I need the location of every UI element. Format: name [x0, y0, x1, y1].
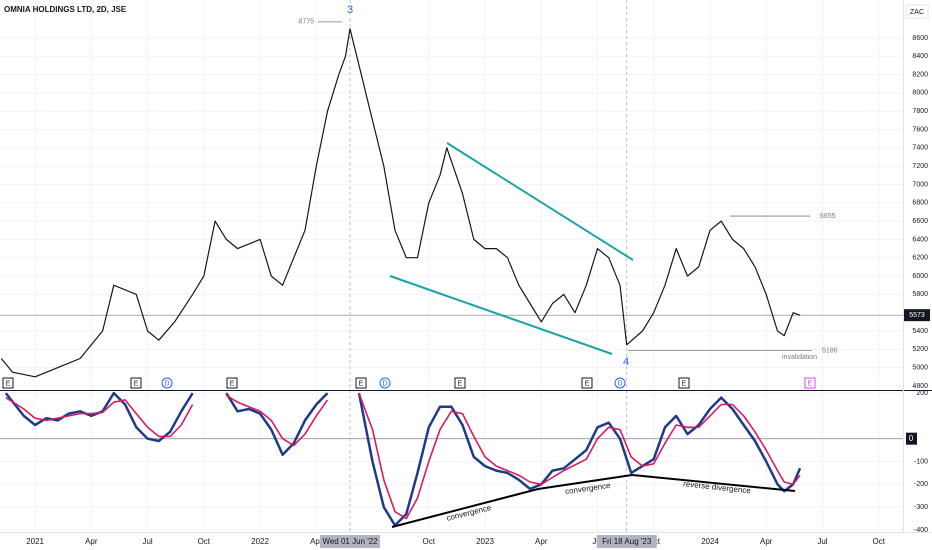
- y-tick-label: 0: [909, 434, 914, 443]
- x-tick-label: Oct: [872, 537, 885, 546]
- y-tick-label: 200: [916, 390, 928, 397]
- y-tick-label: -300: [914, 504, 928, 511]
- series-line: [5, 392, 801, 520]
- wave-label: 4: [623, 356, 629, 368]
- x-tick-label: Apr: [310, 537, 323, 546]
- event-label: E: [134, 380, 139, 387]
- event-marker: [161, 377, 173, 389]
- y-tick-label: 7800: [912, 108, 928, 115]
- crosshair-box: [596, 535, 657, 548]
- x-tick-label: Oct: [198, 537, 211, 546]
- grid: [0, 0, 903, 532]
- y-tick-label: 5800: [912, 291, 928, 298]
- y-tick-label: 8200: [912, 71, 928, 78]
- currency: ZAC: [910, 9, 924, 16]
- y-tick-label: 7600: [912, 126, 928, 133]
- wave-label: 3: [347, 4, 353, 16]
- x-tick-label: Oct: [423, 537, 436, 546]
- event-marker: [678, 377, 690, 389]
- event-marker: [614, 377, 626, 389]
- y-tick-label: 7200: [912, 163, 928, 170]
- y-tick-label: 6800: [912, 200, 928, 207]
- y-tick-label: -100: [914, 458, 928, 465]
- y-tick-label: 6600: [912, 218, 928, 225]
- x-tick-label: Apr: [535, 537, 548, 546]
- event-label: D: [382, 380, 387, 387]
- y-tick-label: -400: [914, 527, 928, 534]
- x-tick-label: Jul: [142, 537, 152, 546]
- event-marker: [226, 377, 238, 389]
- x-tick-label: Apr: [760, 537, 773, 546]
- event-label: E: [6, 380, 11, 387]
- price-level-label: 5186: [822, 347, 838, 354]
- event-marker: [2, 377, 14, 389]
- event-marker: [804, 377, 816, 389]
- event-marker: [130, 377, 142, 389]
- x-tick-label: 2022: [251, 537, 269, 546]
- title: OMNIA HOLDINGS LTD, 2D, JSE: [4, 5, 127, 14]
- price-level-label: 8775: [298, 19, 314, 26]
- marks: 8775 6655 5186 E E D E E D E E D E E: [0, 19, 903, 527]
- crosshair-box: [320, 535, 381, 548]
- event-label: E: [359, 380, 364, 387]
- pane: [0, 21, 903, 378]
- y-tick-label: 7400: [912, 145, 928, 152]
- x-tick-label: Apr: [85, 537, 98, 546]
- divergence-line: [391, 474, 633, 528]
- price-level-label: 6655: [820, 213, 836, 220]
- crosshair-label: Wed 01 Jun '22: [322, 537, 378, 546]
- event-marker: [581, 377, 593, 389]
- event-label: E: [682, 380, 687, 387]
- event-marker: [454, 377, 466, 389]
- event-marker: [355, 377, 367, 389]
- event-label: E: [585, 380, 590, 387]
- axes: 2021 Apr Jul Oct 2022 Apr Oct 2023 Apr Jul Oct 2024…: [26, 35, 930, 548]
- y-tick-label: 7000: [912, 181, 928, 188]
- event-marker: [379, 377, 391, 389]
- y-tick-label: 6400: [912, 236, 928, 243]
- x-tick-label: Jul: [817, 537, 827, 546]
- x-tick-label: 2023: [476, 537, 494, 546]
- crosshair-label: Fri 18 Aug '23: [602, 537, 652, 546]
- x-tick-label: 2021: [26, 537, 44, 546]
- event-label: E: [230, 380, 235, 387]
- divergence-line: [631, 474, 796, 492]
- last-price-box: [904, 309, 930, 322]
- y-tick-label: 8600: [912, 35, 928, 42]
- event-label: D: [617, 380, 622, 387]
- event-label: D: [164, 380, 169, 387]
- trendline: [389, 275, 613, 355]
- currency-box: [905, 4, 929, 19]
- tick-box: [906, 432, 917, 445]
- last-price-label: 5573: [909, 312, 925, 319]
- event-label: E: [458, 380, 463, 387]
- y-tick-label: 5400: [912, 328, 928, 335]
- y-tick-label: 8000: [912, 90, 928, 97]
- y-tick-label: 5200: [912, 346, 928, 353]
- y-tick-label: -200: [914, 481, 928, 488]
- series-line: [0, 28, 801, 378]
- pane: [4, 391, 802, 527]
- event-label: E: [808, 380, 813, 387]
- trendline: [446, 142, 634, 261]
- y-tick-label: 6000: [912, 273, 928, 280]
- y-tick-label: 4800: [912, 383, 928, 390]
- x-tick-label: 2024: [701, 537, 719, 546]
- annotation: invalidation: [782, 354, 817, 361]
- y-tick-label: 8400: [912, 53, 928, 60]
- y-tick-label: 6200: [912, 255, 928, 262]
- y-tick-label: 5000: [912, 364, 928, 371]
